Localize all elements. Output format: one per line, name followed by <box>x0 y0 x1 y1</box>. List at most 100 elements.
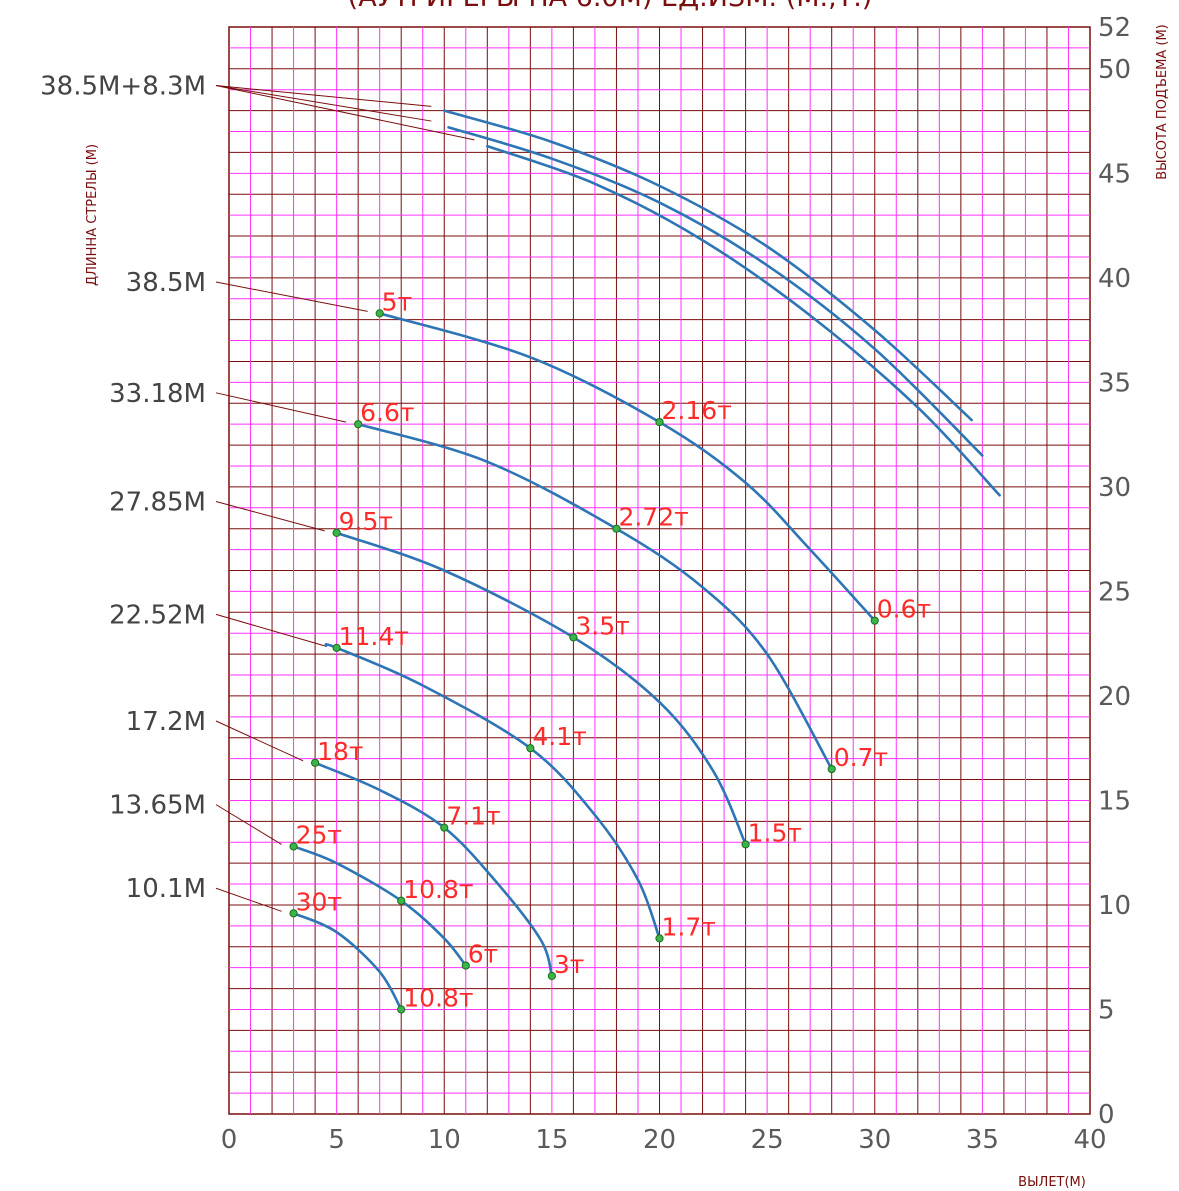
boom-length-label: 38.5M <box>126 268 206 298</box>
load-point <box>354 420 363 429</box>
load-point <box>397 896 406 905</box>
load-point <box>440 823 449 832</box>
load-point <box>526 744 535 753</box>
load-label: 5т <box>382 287 412 316</box>
y-tick-label: 10 <box>1098 891 1131 921</box>
plot-frame <box>228 26 1091 1115</box>
load-curve <box>356 422 833 771</box>
load-label: 10.8т <box>403 875 473 904</box>
boom-length-label: 17.2M <box>126 707 206 737</box>
load-point <box>827 764 836 774</box>
chart-title: (АУТРИГЕРЫ НА 6.0М) ЕД.ИЗМ. (М.,Т.) <box>348 0 873 13</box>
load-label: 0.6т <box>877 595 931 624</box>
boom-leader-line <box>215 392 347 423</box>
load-curve <box>324 643 661 940</box>
y-tick-labels: 0 5 10 15 20 25 30 35 40 45 50 52 <box>1098 13 1131 1130</box>
load-point <box>612 524 621 533</box>
load-label: 3.5т <box>575 611 629 640</box>
load-label: 4.1т <box>532 722 586 751</box>
load-point <box>311 758 320 767</box>
y-tick-label: 20 <box>1098 682 1131 712</box>
x-axis-title: ВЫЛЕТ(М) <box>1018 1175 1086 1190</box>
x-tick-labels: 0 5 10 15 20 25 30 35 40 <box>221 1125 1107 1155</box>
load-curve <box>378 312 877 622</box>
load-point <box>332 643 341 652</box>
boom-leader-line <box>215 720 304 762</box>
load-point <box>655 934 664 943</box>
load-curve <box>486 144 1001 497</box>
load-point <box>741 840 750 849</box>
y-tick-label: 35 <box>1098 368 1131 398</box>
boom-length-label: 10.1M <box>126 874 206 904</box>
load-label: 9.5т <box>339 507 393 536</box>
boom-leader-line <box>215 804 282 845</box>
load-label: 1.5т <box>748 818 802 847</box>
load-label: 25т <box>296 820 342 849</box>
load-curve <box>313 761 554 978</box>
load-curve <box>447 126 984 457</box>
boom-leaders <box>215 85 475 912</box>
boom-length-label: 13.65M <box>109 791 206 821</box>
x-tick-label: 30 <box>858 1125 891 1155</box>
y-tick-label: 45 <box>1098 159 1131 189</box>
y-tick-label: 15 <box>1098 786 1131 816</box>
x-tick-label: 40 <box>1073 1125 1106 1155</box>
load-label: 2.72т <box>618 503 688 532</box>
x-tick-label: 10 <box>428 1125 461 1155</box>
load-label: 0.7т <box>834 743 888 772</box>
y-tick-label: 5 <box>1098 995 1115 1025</box>
boom-length-label: 27.85M <box>109 488 206 518</box>
load-point <box>289 842 298 851</box>
x-tick-label: 0 <box>221 1125 238 1155</box>
load-curve <box>292 912 403 1011</box>
boom-leader-line <box>215 501 325 532</box>
boom-length-label: 22.52M <box>109 600 206 630</box>
load-label: 6.6т <box>360 398 414 427</box>
boom-leader-line <box>215 613 325 647</box>
boom-leader-line <box>215 85 432 122</box>
y-tick-label: 52 <box>1098 13 1131 43</box>
load-label: 6т <box>468 940 498 969</box>
load-label: 7.1т <box>446 802 500 831</box>
x-tick-label: 20 <box>643 1125 676 1155</box>
load-label: 30т <box>296 887 342 916</box>
load-point <box>332 528 341 537</box>
load-label: 2.16т <box>662 396 732 425</box>
load-point <box>569 633 578 642</box>
load-label: 18т <box>317 737 363 766</box>
load-label: 1.7т <box>662 912 716 941</box>
y-tick-label: 40 <box>1098 264 1131 294</box>
load-label: 11.4т <box>339 622 409 651</box>
boom-length-labels: 10.1M 13.65M 17.2M 22.52M 27.85M 33.18M 38.5M 3… <box>40 72 206 905</box>
y-tick-label: 25 <box>1098 577 1131 607</box>
load-point <box>375 309 384 318</box>
load-curve <box>335 531 747 846</box>
load-label: 10.8т <box>403 983 473 1012</box>
load-label: 3т <box>554 950 584 979</box>
boom-leader-line <box>215 85 475 141</box>
boom-leader-line <box>215 281 368 312</box>
x-tick-label: 15 <box>535 1125 568 1155</box>
y-axis-title: ВЫСОТА ПОДЪЕМА (М) <box>1155 24 1170 179</box>
y-tick-label: 50 <box>1098 55 1131 85</box>
load-point <box>289 909 298 918</box>
load-point <box>397 1005 406 1014</box>
load-point <box>655 417 664 427</box>
load-point <box>870 616 879 625</box>
y-tick-label: 30 <box>1098 473 1131 503</box>
x-tick-label: 5 <box>328 1125 345 1155</box>
x-tick-label: 25 <box>751 1125 784 1155</box>
left-axis-title: ДЛИННА СТРЕЛЫ (М) <box>85 144 100 286</box>
load-point <box>547 971 556 981</box>
load-curves <box>292 109 1001 1011</box>
boom-length-label: 33.18M <box>109 379 206 409</box>
load-points: 30т 10.8т 25т 10.8т 6т 18т 7.1т 3т 11.4т 4.1т 1.7т… <box>289 287 931 1014</box>
boom-leader-line <box>215 85 432 107</box>
boom-length-label: 38.5M+8.3M <box>40 72 206 102</box>
y-tick-label: 0 <box>1098 1100 1115 1130</box>
load-point <box>461 961 470 970</box>
load-curve <box>442 109 973 422</box>
x-tick-label: 35 <box>966 1125 999 1155</box>
boom-leader-line <box>215 887 282 912</box>
